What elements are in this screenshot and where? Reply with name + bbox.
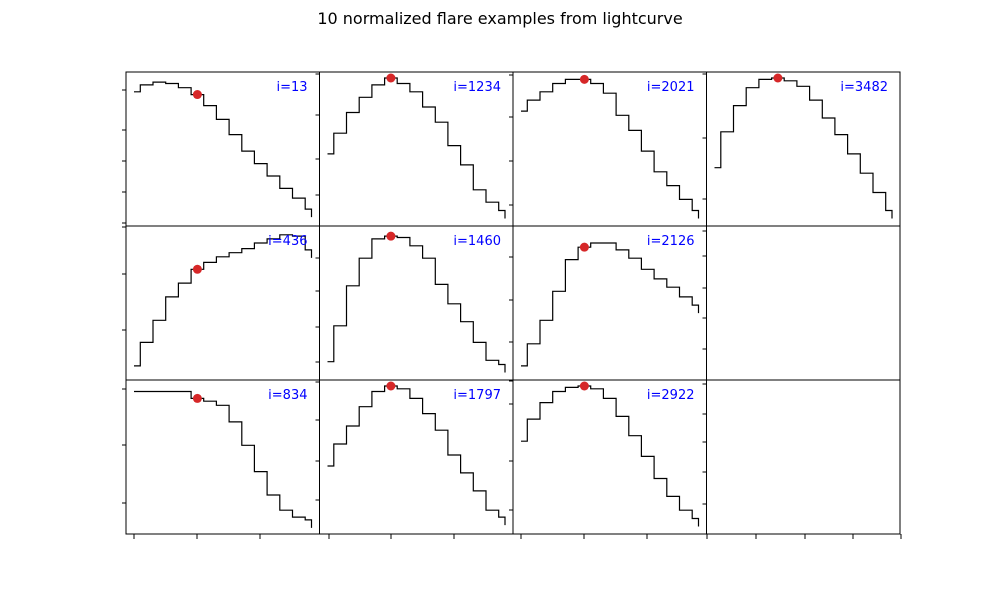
panel-label: i=436 (268, 234, 307, 249)
panel-frame (706, 71, 901, 227)
peak-marker (192, 90, 202, 100)
chart-title: 10 normalized flare examples from lightc… (317, 9, 683, 28)
panel-frame (512, 225, 707, 381)
flare-series-line (134, 390, 313, 528)
flare-series-line (327, 235, 506, 373)
panel-label: i=1234 (453, 80, 501, 95)
peak-marker (192, 264, 202, 274)
peak-marker (386, 231, 396, 241)
panel-label: i=13 (276, 80, 307, 95)
panel-label: i=1797 (453, 388, 501, 403)
peak-marker (386, 381, 396, 391)
panel-label: i=3482 (840, 80, 888, 95)
panel-frame (125, 225, 320, 381)
peak-marker (579, 242, 589, 252)
panel-frame (706, 379, 901, 535)
peak-marker (579, 381, 589, 391)
flare-series-line (134, 81, 313, 218)
flare-series-line (521, 242, 700, 367)
flare-series-line (327, 385, 506, 526)
flare-series-line (521, 78, 700, 219)
panel-frame (125, 379, 320, 535)
peak-marker (579, 74, 589, 84)
flare-series-line (714, 77, 893, 219)
peak-marker (192, 393, 202, 403)
panel-label: i=2922 (647, 388, 695, 403)
panel-frame (512, 71, 707, 227)
panel-label: i=2126 (647, 234, 695, 249)
panel-label: i=2021 (647, 80, 695, 95)
panel-frame (319, 379, 514, 535)
flare-series-line (521, 385, 700, 527)
flare-series-line (327, 77, 506, 219)
panel-label: i=834 (268, 388, 307, 403)
panel-label: i=1460 (453, 234, 501, 249)
panel-frame (319, 225, 514, 381)
panel-frame (706, 225, 901, 381)
flare-series-line (134, 234, 313, 367)
panel-frame (319, 71, 514, 227)
peak-marker (773, 73, 783, 83)
panel-frame (125, 71, 320, 227)
peak-marker (386, 73, 396, 83)
